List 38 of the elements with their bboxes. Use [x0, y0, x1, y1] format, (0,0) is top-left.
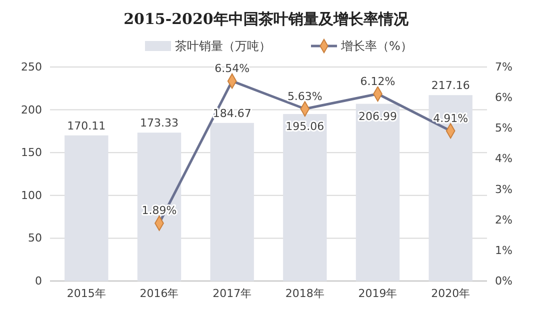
y-tick-label: 50 [28, 232, 42, 245]
x-tick-label: 2018年 [285, 286, 324, 300]
x-tick-label: 2019年 [358, 286, 398, 300]
data-label: 5.63% [287, 90, 322, 103]
data-label: 170.11 [67, 119, 106, 132]
y-tick-label: 200 [21, 103, 42, 116]
y2-tick-label: 6% [495, 91, 512, 104]
y2-tick-label: 3% [495, 182, 512, 196]
x-tick-label: 2016年 [140, 286, 179, 300]
bar [64, 135, 108, 281]
y2-tick-label: 0% [495, 274, 512, 288]
data-label: 6.54% [214, 62, 250, 76]
bar [283, 114, 327, 281]
legend-label: 增长率（%） [340, 39, 412, 53]
data-label: 6.12% [360, 74, 396, 88]
data-label: 195.06 [286, 120, 324, 134]
x-tick-label: 2017年 [212, 286, 252, 300]
x-tick-label: 2015年 [66, 286, 106, 300]
data-label: 4.91% [433, 112, 468, 125]
chart-title: 2015-2020年中国茶叶销量及增长率情况 [124, 10, 410, 28]
y-tick-label: 0 [35, 274, 42, 288]
y-tick-label: 100 [21, 188, 42, 202]
y-tick-label: 150 [21, 146, 42, 160]
y2-tick-label: 4% [495, 152, 512, 166]
y2-tick-label: 2% [495, 213, 512, 226]
data-label: 217.16 [431, 79, 470, 92]
y-tick-label: 250 [21, 60, 42, 74]
data-label: 173.33 [140, 116, 178, 130]
x-tick-label: 2020年 [431, 286, 470, 300]
data-label: 206.99 [358, 110, 397, 123]
bar [210, 122, 254, 281]
bar [356, 104, 400, 281]
bar [428, 95, 472, 281]
y2-tick-label: 7% [495, 60, 512, 74]
bar [137, 132, 182, 281]
legend-label: 茶叶销量（万吨） [175, 39, 271, 53]
y2-tick-label: 5% [495, 122, 512, 135]
y2-tick-label: 1% [495, 244, 512, 257]
